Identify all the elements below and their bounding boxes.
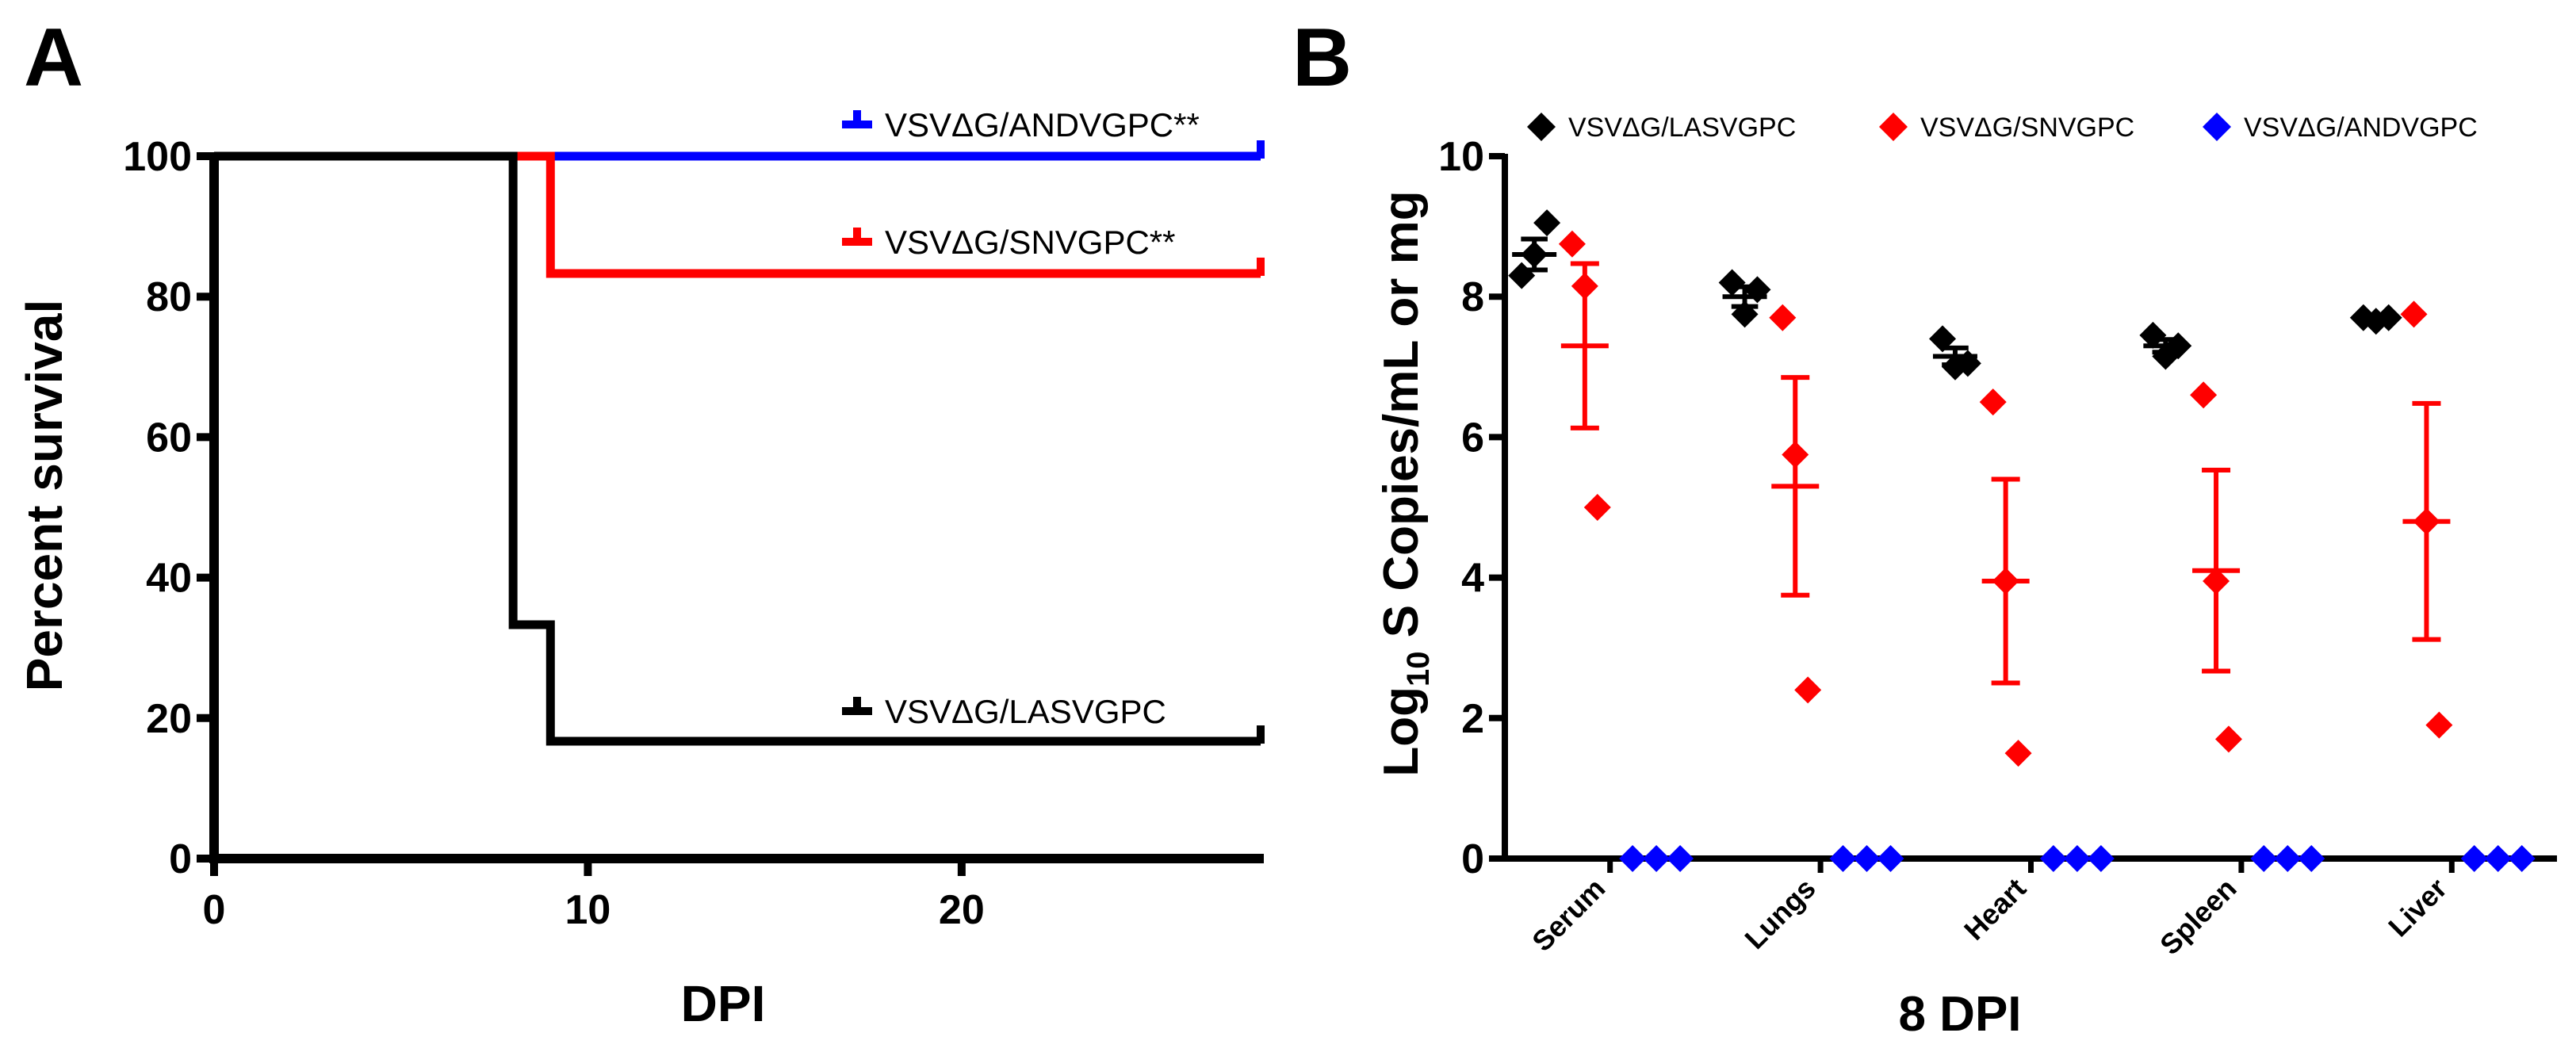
category-label-heart: Heart [1958,872,2032,947]
y-title-log: Log [1374,687,1429,777]
series-1 [1508,209,2402,381]
panel-a-y-tick-label: 20 [146,696,192,742]
panel-b-y-tick-label: 8 [1461,274,1484,320]
data-point [1718,269,1746,296]
panel-b-legend-entry: VSVΔG/ANDVGPC [2203,113,2478,143]
panel-a-x-tick-label: 10 [565,887,611,933]
data-point [1643,845,1671,872]
data-point [1877,845,1904,872]
data-point [1619,845,1647,872]
data-point [1794,676,1822,704]
panel-a-x-axis-title: DPI [681,975,766,1032]
panel-b-legend-label: VSVΔG/ANDVGPC [2244,113,2478,143]
panel-a-axes: 0 20 40 60 80 100 0 10 20 [123,134,1264,933]
category-label-spleen: Spleen [2153,872,2242,961]
panel-b-legend: VSVΔG/LASVGPC VSVΔG/SNVGPC VSVΔG/ANDVGPC [1527,113,2478,143]
panel-a-y-tick-label: 60 [146,415,192,461]
data-point [2039,845,2067,872]
data-point [2214,725,2242,753]
panel-b-legend-label: VSVΔG/LASVGPC [1568,113,1796,143]
category-label-liver: Liver [2382,872,2453,943]
panel-b-legend-label: VSVΔG/SNVGPC [1920,113,2134,143]
panel-a-legend: VSVΔG/ANDVGPC** VSVΔG/SNVGPC** VSVΔG/LASVG… [842,106,1200,730]
panel-a-letter: A [24,12,83,104]
data-point [2004,740,2032,767]
panel-a-legend-entry: VSVΔG/SNVGPC** [842,224,1176,261]
data-point [1508,262,1536,289]
data-point [2400,300,2428,328]
panel-a-y-tick-label: 0 [169,836,192,882]
data-point [1533,209,1561,237]
data-point [1829,845,1857,872]
data-point [1979,388,2007,416]
category-label-serum: Serum [1525,872,1611,958]
panel-b-letter: B [1292,12,1352,104]
panel-b-x-axis-title: 8 DPI [1898,987,2021,1042]
legend-marker [2203,113,2231,141]
panel-b-y-tick-label: 10 [1438,134,1484,180]
panel-b-legend-entry: VSVΔG/SNVGPC [1879,113,2134,143]
data-point [2190,381,2218,409]
panel-b-y-axis-title: Log10 S Copies/mL or mg [1374,190,1436,776]
category-label-lungs: Lungs [1738,872,1821,955]
data-point [1743,276,1771,304]
panel-b-data [1508,209,2536,872]
series-2 [1558,230,2453,767]
legend-marker [1527,113,1556,141]
panel-a: A Percent survival DPI 0 20 40 60 80 100 0 10 20… [16,12,1265,1032]
panel-a-y-axis-title: Percent survival [16,300,73,692]
panel-b-y-tick-label: 6 [1461,415,1484,461]
panel-a-survival-curves [214,140,1265,746]
panel-a-x-tick-label: 0 [203,887,226,933]
data-point [2425,711,2453,739]
panel-b-y-tick-label: 2 [1461,696,1484,742]
panel-a-y-tick-label: 40 [146,556,192,602]
panel-a-legend-entry: VSVΔG/ANDVGPC** [842,106,1200,143]
data-point [2298,845,2325,872]
panel-a-y-tick-label: 80 [146,274,192,320]
data-point [1929,325,1957,353]
data-point [2139,321,2167,349]
panel-b-legend-entry: VSVΔG/LASVGPC [1527,113,1796,143]
panel-a-x-tick-label: 20 [939,887,985,933]
panel-b-y-tick-label: 4 [1461,556,1484,602]
panel-a-legend-label: VSVΔG/SNVGPC** [885,224,1176,261]
data-point [1583,494,1611,521]
panel-b-y-tick-label: 0 [1461,836,1484,882]
panel-a-legend-label: VSVΔG/ANDVGPC** [885,106,1200,143]
data-point [2274,845,2302,872]
survival-curve-3 [214,151,1261,746]
panel-a-legend-entry: VSVΔG/LASVGPC [842,693,1166,730]
data-point [2063,845,2091,872]
panel-a-y-tick-label: 100 [123,134,192,180]
y-title-subscript: 10 [1401,651,1436,687]
data-point [1667,845,1694,872]
series-3 [1619,845,2536,872]
data-point [2250,845,2278,872]
panel-b: B Log10 S Copies/mL or mg 8 DPI VSVΔG/LA… [1292,12,2557,1042]
data-point [1558,230,1586,258]
data-point [2508,845,2536,872]
data-point [2087,845,2115,872]
panel-b-axes: 0 2 4 6 8 10 Serum Lungs Heart Spleen Liver [1438,134,2557,961]
panel-a-legend-label: VSVΔG/LASVGPC [885,693,1166,730]
data-point [1769,304,1797,331]
data-point [2460,845,2488,872]
y-title-rest: S Copies/mL or mg [1374,190,1429,651]
data-point [1853,845,1881,872]
data-point [2484,845,2512,872]
legend-marker [1879,113,1908,141]
